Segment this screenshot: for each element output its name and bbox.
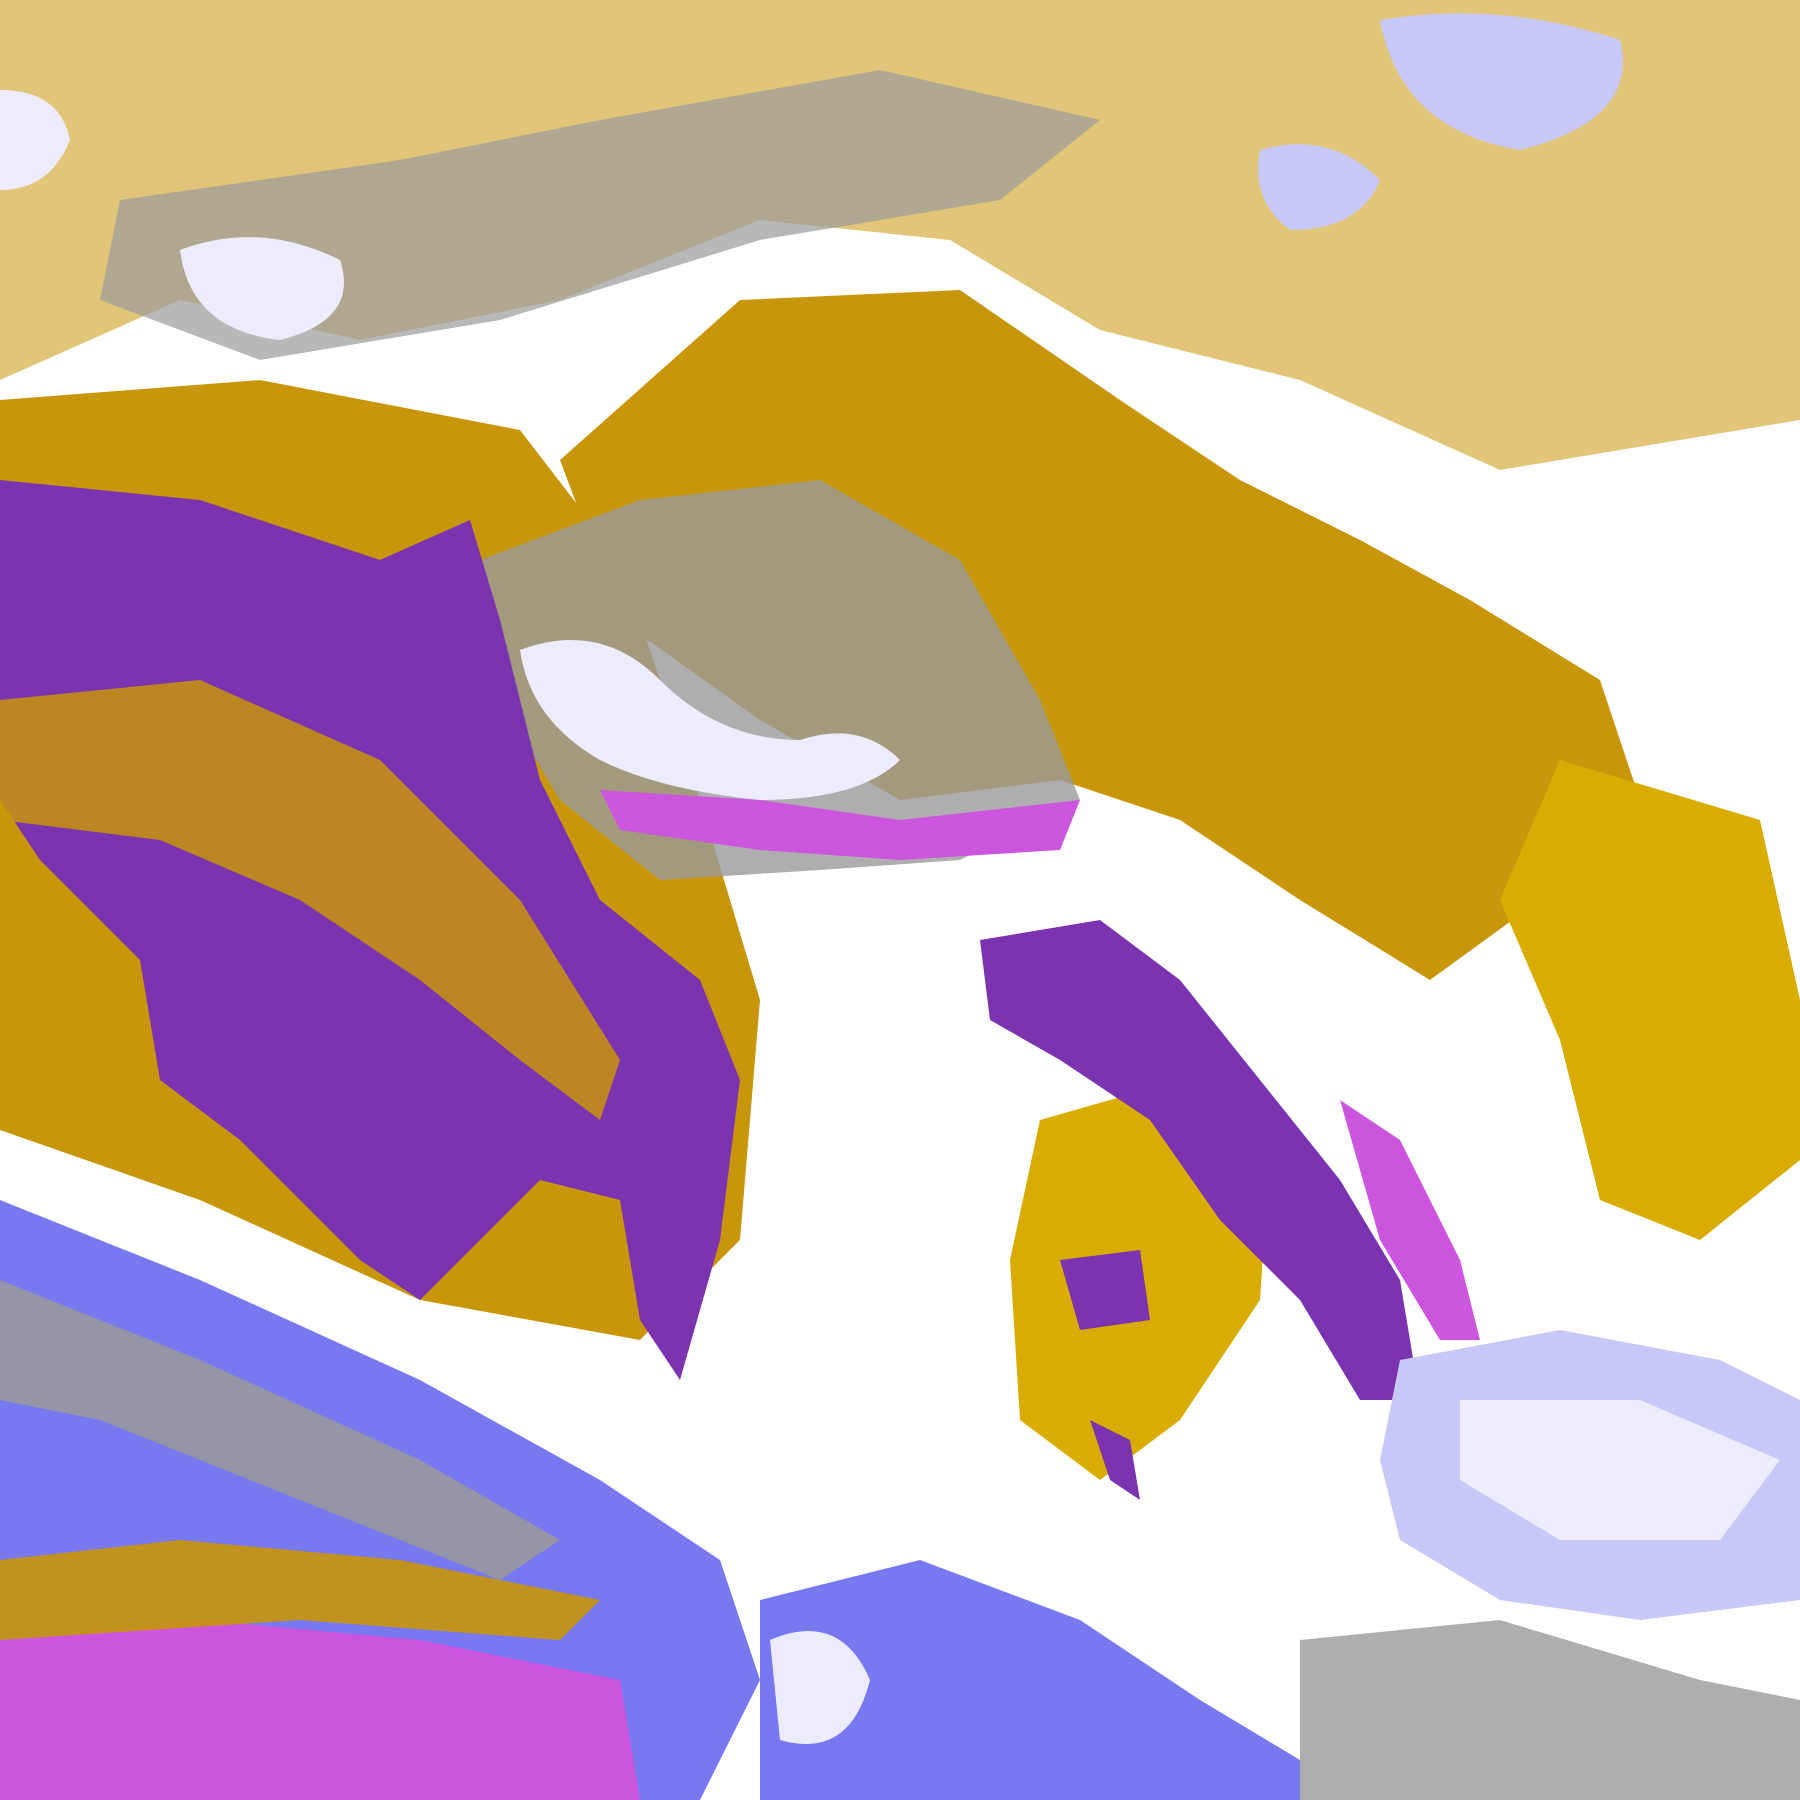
magenta-cloud-band-southwest bbox=[0, 1620, 640, 1800]
lavender-convective-cells bbox=[520, 640, 900, 800]
gray-cloud-band bbox=[100, 70, 1100, 360]
lavender-cell-nw-corner bbox=[0, 90, 70, 190]
gold-cloud-right bbox=[1500, 760, 1800, 1240]
magenta-convective-band bbox=[600, 790, 1080, 860]
gray-cloud-band-southwest bbox=[0, 1280, 560, 1580]
lavender-cell-south bbox=[770, 1631, 870, 1744]
blue-cloud-south bbox=[760, 1560, 1300, 1800]
magenta-band-east bbox=[1340, 1100, 1480, 1340]
gold-cloud-center bbox=[560, 290, 1640, 980]
lavender-swirl-core bbox=[1460, 1400, 1780, 1540]
lavender-cell-n bbox=[1258, 144, 1380, 230]
purple-tail bbox=[1090, 1420, 1140, 1500]
gold-streaks-in-purple bbox=[0, 680, 620, 1120]
purple-cloud-band-east bbox=[980, 920, 1420, 1400]
lavender-cell-ne bbox=[1380, 13, 1623, 151]
gold-band-southwest bbox=[0, 1540, 600, 1640]
lavender-cell-nw bbox=[180, 237, 344, 340]
purple-patch-south bbox=[1060, 1250, 1150, 1330]
gray-convective-complex bbox=[480, 480, 1080, 880]
gray-cloud-south bbox=[1300, 1620, 1800, 1800]
gold-cloud-top bbox=[0, 0, 1800, 470]
